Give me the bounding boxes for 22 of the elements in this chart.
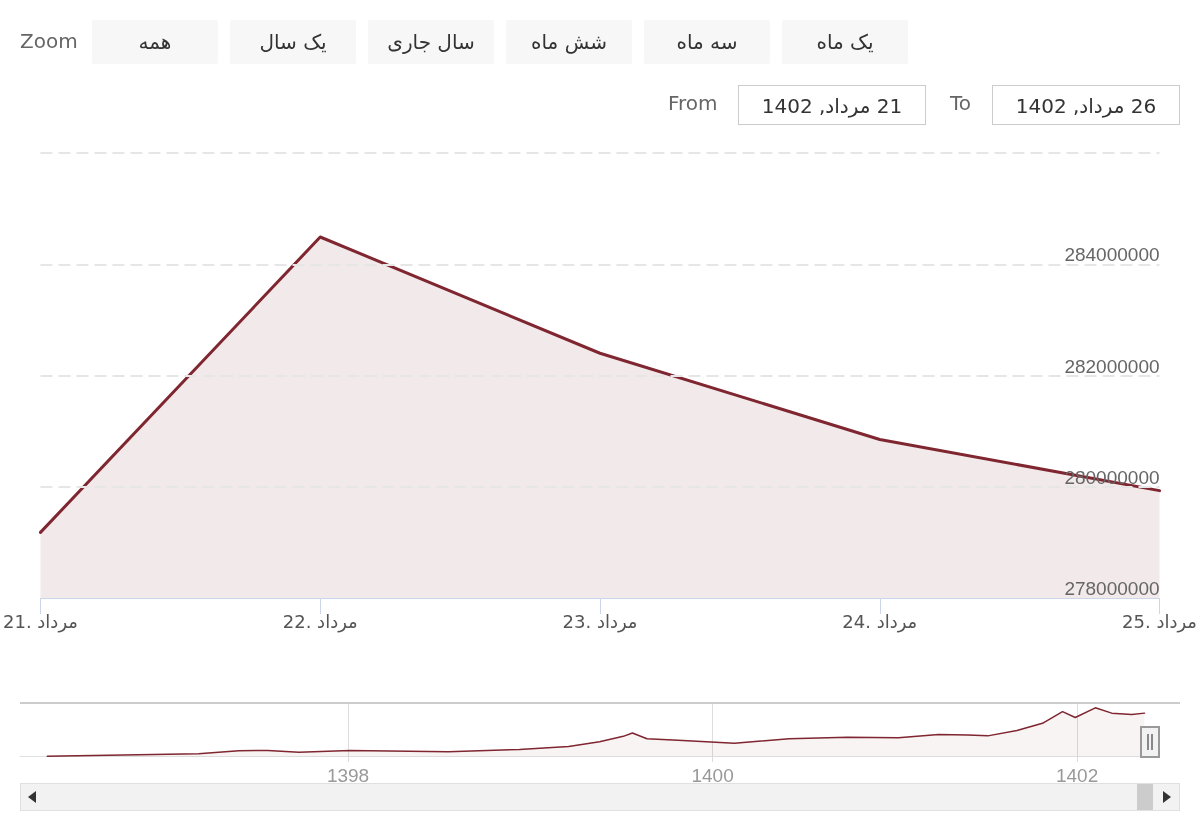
y-tick-label: 278000000 [1064, 578, 1160, 599]
text: 26 مرداد, 1402 [992, 85, 1180, 125]
x-tick-label: 25. مرداد [1122, 610, 1198, 633]
text: همه [92, 20, 218, 64]
x-tick-label: 22. مرداد [282, 610, 358, 633]
y-tick-label: 284000000 [1064, 244, 1160, 266]
text: سال جاری [368, 20, 494, 64]
x-tick-label: 1402 [1055, 765, 1099, 786]
text: شش ماه [506, 20, 632, 64]
x-tick-label: 24. مرداد [842, 610, 918, 633]
text: 21 مرداد, 1402 [738, 85, 926, 125]
x-tick-label: 1400 [691, 765, 734, 786]
text: یک ماه [782, 20, 908, 64]
y-tick-label: 282000000 [1064, 355, 1160, 377]
text: سه ماه [644, 20, 770, 64]
x-tick-label: 1398 [326, 765, 370, 786]
text: To [950, 91, 972, 115]
x-tick-label: 21. مرداد [2, 610, 78, 633]
text: From [668, 91, 718, 115]
text: یک سال [230, 20, 356, 64]
x-tick-label: 23. مرداد [562, 610, 638, 633]
text: Zoom [20, 29, 78, 53]
